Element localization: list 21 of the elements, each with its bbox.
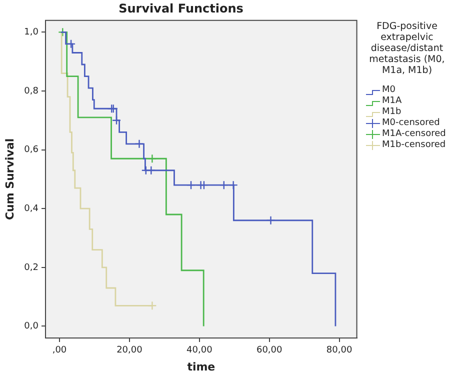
legend-label: M1b	[382, 107, 402, 118]
x-tick-label: ,00	[52, 346, 67, 356]
legend-label: M0	[382, 85, 396, 96]
x-tick-label: 80,00	[326, 346, 352, 356]
legend-label: M1b-censored	[382, 140, 446, 150]
y-tick-label: 0,0	[24, 322, 39, 332]
x-tick-label: 40,00	[186, 346, 213, 356]
y-axis-title: Cum Survival	[3, 138, 16, 220]
x-tick-label: 20,00	[116, 346, 143, 356]
y-tick-label: 1,0	[24, 28, 39, 38]
x-axis-title: time	[187, 360, 216, 374]
chart-title: Survival Functions	[118, 1, 244, 16]
legend-title: FDG-positive extrapelvic disease/distant metastasis (M0, M1a, M1b)	[368, 21, 446, 77]
legend-label: M1A	[382, 96, 402, 106]
legend-label: M1A-censored	[382, 129, 446, 140]
y-tick-label: 0,6	[24, 145, 39, 156]
y-tick-label: 0,4	[24, 204, 39, 214]
y-tick-label: 0,8	[24, 86, 39, 96]
legend-label: M0-censored	[382, 118, 440, 128]
y-tick-label: 0,2	[24, 262, 39, 273]
x-tick-label: 60,00	[256, 346, 283, 356]
